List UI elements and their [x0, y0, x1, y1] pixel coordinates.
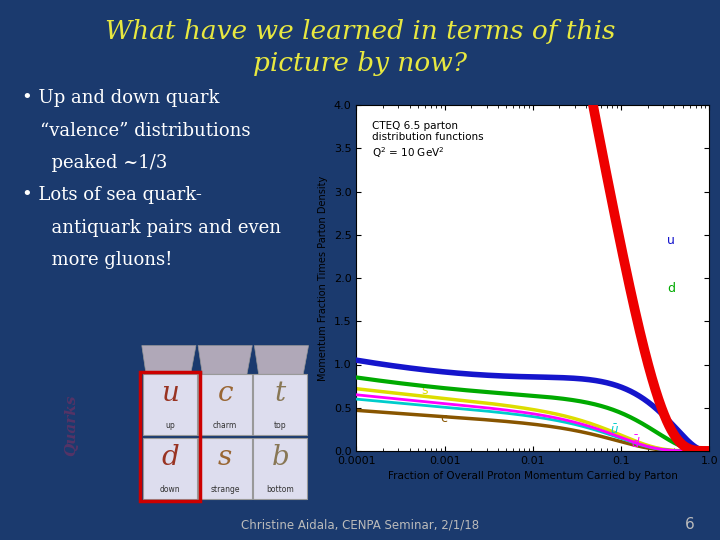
Text: bottom: bottom	[266, 485, 294, 494]
Text: s: s	[218, 444, 233, 471]
X-axis label: Fraction of Overall Proton Momentum Carried by Parton: Fraction of Overall Proton Momentum Carr…	[388, 471, 678, 481]
Text: c: c	[441, 411, 448, 424]
Bar	[143, 438, 197, 498]
Text: u: u	[161, 380, 179, 407]
Bar	[253, 374, 307, 435]
Text: antiquark pairs and even: antiquark pairs and even	[40, 219, 281, 237]
Text: $\bar{d}$: $\bar{d}$	[631, 435, 641, 451]
Text: s: s	[422, 384, 428, 397]
Polygon shape	[254, 346, 309, 374]
Text: CTEQ 6.5 parton
distribution functions
Q$^2$ = 10 GeV$^2$: CTEQ 6.5 parton distribution functions Q…	[372, 121, 484, 160]
Text: d: d	[161, 444, 179, 471]
Text: more gluons!: more gluons!	[40, 251, 172, 269]
Bar	[140, 372, 200, 501]
Text: t: t	[275, 380, 286, 407]
Text: 6: 6	[685, 517, 695, 532]
Text: Quarks: Quarks	[65, 395, 78, 456]
Bar	[198, 438, 252, 498]
Y-axis label: Momentum Fraction Times Parton Density: Momentum Fraction Times Parton Density	[318, 176, 328, 381]
Bar	[198, 374, 252, 435]
Text: “valence” distributions: “valence” distributions	[40, 122, 250, 139]
Text: u: u	[667, 233, 675, 247]
Text: b: b	[271, 444, 289, 471]
Text: charm: charm	[213, 421, 238, 430]
Text: up: up	[165, 421, 175, 430]
Text: What have we learned in terms of this: What have we learned in terms of this	[105, 19, 615, 44]
Text: strange: strange	[210, 485, 240, 494]
Bar	[143, 374, 197, 435]
Text: picture by now?: picture by now?	[253, 51, 467, 76]
Text: peaked ~1/3: peaked ~1/3	[40, 154, 167, 172]
Text: • Up and down quark: • Up and down quark	[22, 89, 219, 107]
Polygon shape	[142, 346, 196, 374]
Polygon shape	[198, 346, 252, 374]
Text: $\bar{u}$: $\bar{u}$	[610, 423, 619, 437]
Text: c: c	[217, 380, 233, 407]
Text: d: d	[667, 282, 675, 295]
Text: Christine Aidala, CENPA Seminar, 2/1/18: Christine Aidala, CENPA Seminar, 2/1/18	[241, 519, 479, 532]
Text: top: top	[274, 421, 287, 430]
Text: down: down	[160, 485, 180, 494]
Bar	[253, 438, 307, 498]
Text: • Lots of sea quark-: • Lots of sea quark-	[22, 186, 202, 204]
